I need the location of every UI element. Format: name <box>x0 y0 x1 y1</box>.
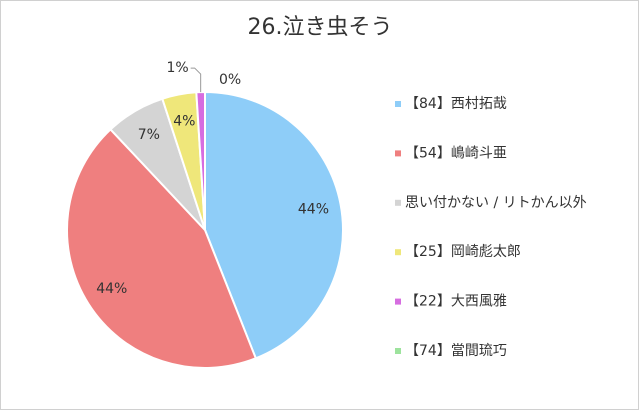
slice-label: 0% <box>219 72 241 88</box>
legend-marker <box>395 348 401 354</box>
legend-marker <box>395 199 401 206</box>
slice-label: 1% <box>166 60 188 76</box>
chart-title: 26.泣き虫そう <box>248 15 393 40</box>
legend-label: 【22】大西風雅 <box>405 294 507 310</box>
pie-slice <box>204 90 344 360</box>
slice-label: 7% <box>138 127 160 143</box>
slice-label: 44% <box>96 281 127 297</box>
slice-label: 44% <box>298 201 329 217</box>
legend-label: 【74】當間琉巧 <box>405 343 507 359</box>
pie-slice <box>66 127 258 369</box>
legend-label: 【84】西村拓哉 <box>405 96 507 112</box>
legend-marker <box>395 101 401 107</box>
slice-label: 4% <box>173 114 195 130</box>
legend-label: 【25】岡崎彪太郎 <box>405 244 521 260</box>
legend-label: 思い付かない / リトかん以外 <box>405 195 587 211</box>
legend-marker <box>395 249 401 256</box>
legend-label: 【54】嶋崎斗亜 <box>405 145 507 161</box>
legend-marker <box>395 150 401 157</box>
leader-line <box>190 67 202 93</box>
legend-marker <box>395 298 401 305</box>
